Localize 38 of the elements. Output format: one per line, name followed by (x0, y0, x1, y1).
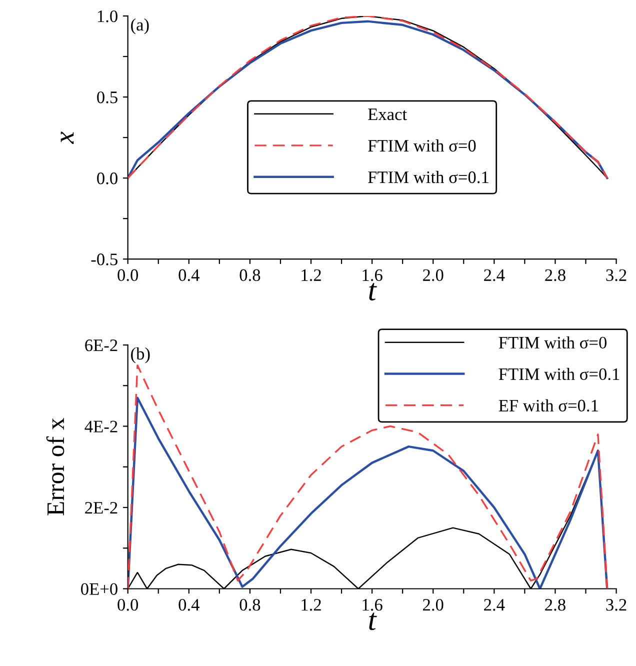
x-tick-label: 3.2 (606, 269, 626, 282)
x-tick-label: 2.0 (423, 269, 444, 282)
x-tick-label: 1.2 (302, 599, 321, 611)
y-axis-title: Error of x (46, 418, 64, 516)
legend-label: FTIM with σ=0.1 (498, 368, 620, 380)
y-tick-label: 6E-2 (85, 340, 118, 352)
x-tick-label: 0.4 (178, 269, 200, 282)
y-tick-label: 4E-2 (84, 420, 118, 432)
legend-label: Exact (368, 108, 407, 120)
x-tick-label: 0.0 (118, 598, 138, 611)
x-tick-label: 0.8 (240, 269, 260, 282)
legend-label: FTIM with σ=0.1 (368, 170, 488, 184)
x-axis-title: t (369, 612, 377, 630)
annotation: (a) (131, 18, 149, 34)
x-tick-label: 2.8 (545, 598, 566, 611)
x-tick-label: 2.4 (484, 269, 505, 282)
y-axis-title: x (60, 132, 74, 144)
y-tick-label: -0.5 (91, 254, 118, 266)
x-tick-label: 1.6 (362, 599, 382, 611)
legend-label: EF with σ=0.1 (498, 399, 598, 412)
x-tick-label: 2.4 (484, 599, 505, 611)
legend-label: FTIM with σ=0 (498, 336, 607, 349)
annotation: (b) (131, 347, 150, 364)
y-tick-label: 0.5 (97, 91, 118, 104)
x-tick-label: 0.8 (240, 598, 260, 611)
y-tick-label: 0E+0 (81, 583, 118, 595)
x-tick-label: 2.0 (423, 598, 444, 611)
x-tick-label: 0.0 (118, 269, 138, 282)
y-tick-label: 1.0 (98, 10, 118, 22)
x-axis-title: t (369, 282, 377, 300)
legend-label: FTIM with σ=0 (368, 139, 476, 152)
x-tick-label: 1.2 (302, 269, 321, 282)
x-tick-label: 3.2 (606, 599, 626, 611)
x-tick-label: 1.6 (362, 269, 382, 282)
y-tick-label: 0.0 (97, 172, 118, 184)
x-tick-label: 0.4 (178, 598, 200, 611)
y-tick-label: 2E-2 (85, 502, 118, 514)
x-tick-label: 2.8 (545, 269, 566, 282)
